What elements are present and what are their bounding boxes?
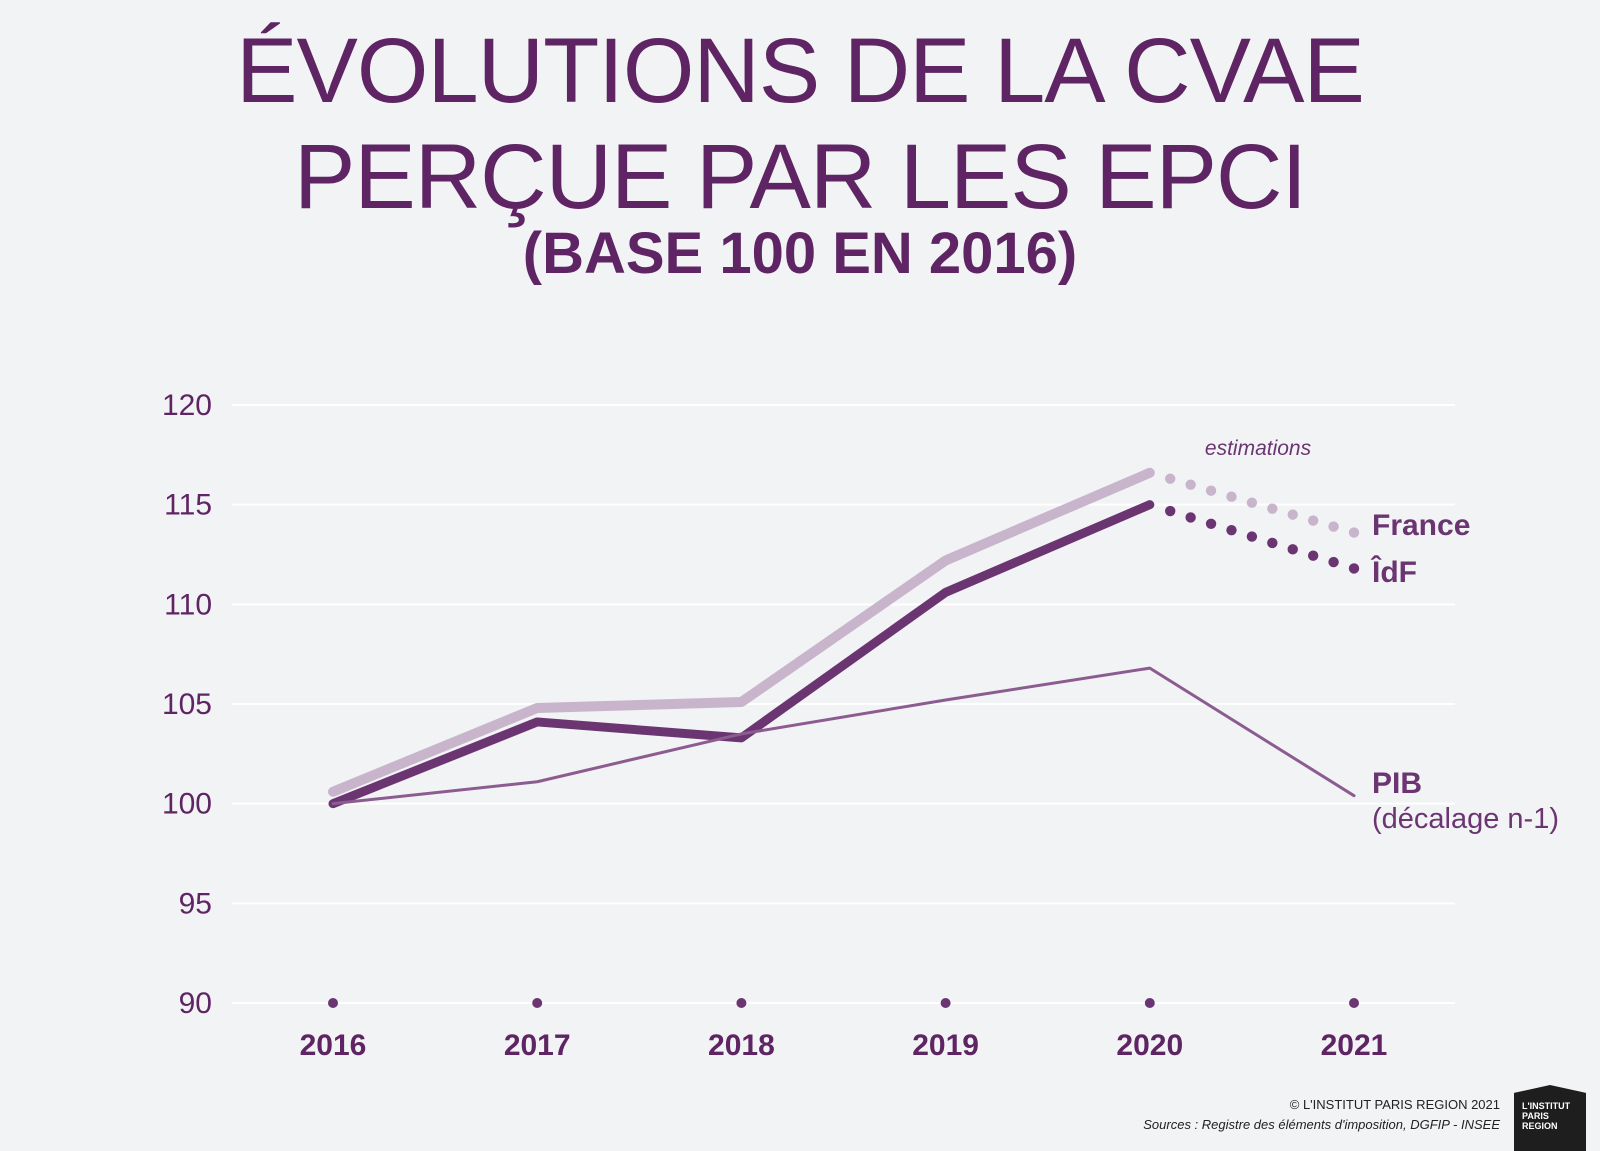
- gridlines: [232, 404, 1455, 1004]
- series-lines: [328, 467, 1360, 809]
- estimate-dot-france: [1165, 473, 1176, 484]
- estimate-dot-france: [1307, 515, 1319, 526]
- y-axis-ticks: 120 115 110 105 100 95 90: [162, 389, 212, 1020]
- estimate-dot-idf: [1328, 556, 1339, 568]
- x-tick-label: 2018: [708, 1029, 775, 1062]
- chart-title: ÉVOLUTIONS DE LA CVAE PERÇUE PAR LES EPC…: [0, 18, 1600, 230]
- estimate-dot-idf: [1226, 524, 1237, 536]
- series-labels: estimations France ÎdF PIB (décalage n-1…: [1205, 437, 1559, 835]
- y-tick-label: 110: [164, 588, 212, 621]
- x-tick-label: 2020: [1116, 1029, 1183, 1062]
- estimate-dot-idf: [1348, 563, 1360, 574]
- y-tick-label: 95: [179, 887, 212, 920]
- chart-title-line-2: PERÇUE PAR LES EPCI: [293, 126, 1307, 228]
- estimate-dot-france: [1185, 479, 1196, 490]
- estimate-dot-france: [1267, 503, 1278, 514]
- estimate-dot-idf: [1185, 512, 1196, 523]
- estimate-dot-france: [1226, 491, 1237, 502]
- x-tick-dot: [736, 998, 747, 1008]
- series-label-pib: PIB: [1372, 767, 1422, 800]
- chart-subtitle: (BASE 100 EN 2016): [522, 221, 1078, 286]
- x-tick-label: 2016: [300, 1029, 367, 1062]
- x-tick-dot: [532, 998, 543, 1008]
- estimate-dot-france: [1348, 527, 1360, 538]
- y-tick-label: 120: [162, 389, 212, 422]
- estimate-dot-idf: [1246, 531, 1258, 542]
- x-tick-dot: [328, 998, 338, 1008]
- x-tick-label: 2017: [504, 1029, 571, 1062]
- series-label-idf: ÎdF: [1370, 555, 1417, 589]
- x-tick-label: 2019: [912, 1029, 979, 1062]
- estimate-dot-france: [1287, 509, 1298, 520]
- estimate-dot-france: [1205, 485, 1217, 496]
- estimate-dot-idf: [1165, 505, 1176, 517]
- estimate-dot-france: [1328, 521, 1339, 532]
- estimate-dot-idf: [1267, 537, 1278, 549]
- x-tick-dot: [940, 998, 951, 1008]
- institut-logo: L'INSTITUT PARIS REGION: [1514, 1085, 1586, 1151]
- chart-title-line-1: ÉVOLUTIONS DE LA CVAE: [236, 20, 1365, 122]
- series-label-france: France: [1372, 509, 1470, 542]
- y-tick-label: 100: [162, 788, 212, 821]
- estimate-dot-idf: [1205, 518, 1217, 530]
- series-line-idf: [328, 500, 1155, 809]
- series-line-pib: [331, 666, 1356, 806]
- series-line-france: [328, 467, 1155, 797]
- copyright-text: © L'INSTITUT PARIS REGION 2021: [1289, 1097, 1500, 1112]
- estimate-dot-idf: [1287, 544, 1298, 555]
- x-axis-ticks: 2016 2017 2018 2019 2020 2021: [300, 998, 1388, 1062]
- estimations-annotation: estimations: [1205, 437, 1312, 460]
- series-label-pib-note: (décalage n-1): [1372, 803, 1559, 835]
- sources-text: Sources : Registre des éléments d'imposi…: [1143, 1117, 1500, 1132]
- estimate-dot-france: [1246, 497, 1258, 508]
- x-tick-dot: [1144, 998, 1155, 1008]
- y-tick-label: 115: [164, 489, 212, 522]
- x-tick-label: 2021: [1321, 1029, 1388, 1062]
- y-tick-label: 105: [162, 688, 212, 721]
- y-tick-label: 90: [179, 987, 212, 1020]
- x-tick-dot: [1349, 998, 1359, 1008]
- estimate-dot-idf: [1307, 550, 1319, 561]
